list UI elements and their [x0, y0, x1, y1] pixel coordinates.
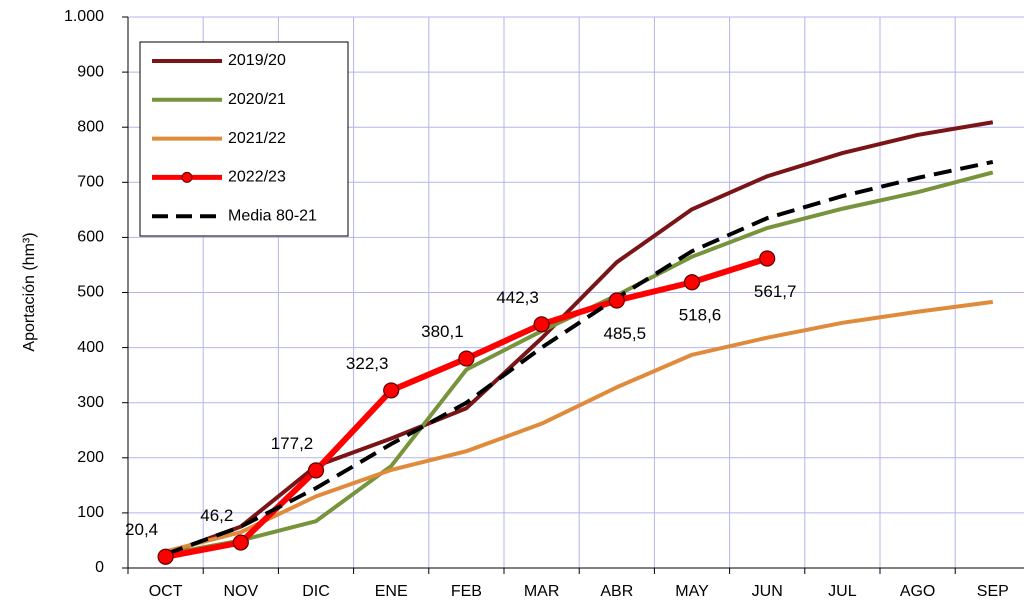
y-tick-label: 200 — [77, 449, 104, 466]
x-tick-label: DIC — [302, 583, 330, 600]
y-tick-label: 900 — [77, 63, 104, 80]
data-label: 442,3 — [496, 288, 539, 307]
legend-label: 2022/23 — [228, 169, 286, 186]
data-label: 561,7 — [754, 282, 797, 301]
legend-label: 2021/22 — [228, 130, 286, 147]
data-point — [533, 316, 550, 333]
data-point — [383, 382, 400, 399]
data-point — [157, 548, 174, 565]
data-label: 177,2 — [271, 434, 314, 453]
y-tick-label: 100 — [77, 504, 104, 521]
legend-marker — [181, 171, 193, 183]
legend-label: 2020/21 — [228, 91, 286, 108]
data-label: 380,1 — [421, 322, 464, 341]
x-tick-label: OCT — [149, 583, 183, 600]
x-tick-label: FEB — [451, 583, 482, 600]
data-point — [458, 350, 475, 367]
data-point — [608, 292, 625, 309]
series-line — [164, 120, 994, 557]
data-label: 322,3 — [346, 354, 389, 373]
x-tick-label: JUN — [752, 583, 783, 600]
x-tick-label: ENE — [375, 583, 408, 600]
data-point — [232, 534, 249, 551]
legend: 2019/20 2020/21 2021/22 2022/23 Media 80-21 — [139, 41, 349, 237]
y-tick-label: 300 — [77, 394, 104, 411]
data-label: 46,2 — [200, 506, 233, 525]
y-tick-label: 700 — [77, 174, 104, 191]
x-tick-label: SEP — [977, 583, 1009, 600]
y-tick-label: 800 — [77, 118, 104, 135]
series-line — [164, 159, 994, 557]
series-line — [165, 299, 994, 554]
x-tick-label: NOV — [223, 583, 258, 600]
data-point — [759, 250, 776, 267]
y-tick-label: 600 — [77, 229, 104, 246]
y-tick-label: 1.000 — [64, 8, 104, 25]
y-tick-label: 400 — [77, 339, 104, 356]
legend-label: Media 80-21 — [228, 207, 317, 224]
legend-label: 2019/20 — [228, 52, 286, 69]
data-label: 20,4 — [125, 520, 158, 539]
data-point — [683, 274, 701, 291]
data-label: 485,5 — [604, 324, 647, 343]
x-tick-label: ABR — [600, 583, 633, 600]
y-tick-label: 500 — [77, 284, 104, 301]
x-tick-label: MAY — [675, 583, 709, 600]
x-tick-label: JUL — [828, 583, 857, 600]
x-tick-label: MAR — [524, 583, 560, 600]
data-label: 518,6 — [679, 306, 722, 325]
y-tick-label: 0 — [95, 559, 104, 576]
data-point — [307, 462, 325, 479]
y-axis-label: Aportación (hm³) — [21, 232, 38, 351]
x-tick-label: AGO — [900, 583, 936, 600]
